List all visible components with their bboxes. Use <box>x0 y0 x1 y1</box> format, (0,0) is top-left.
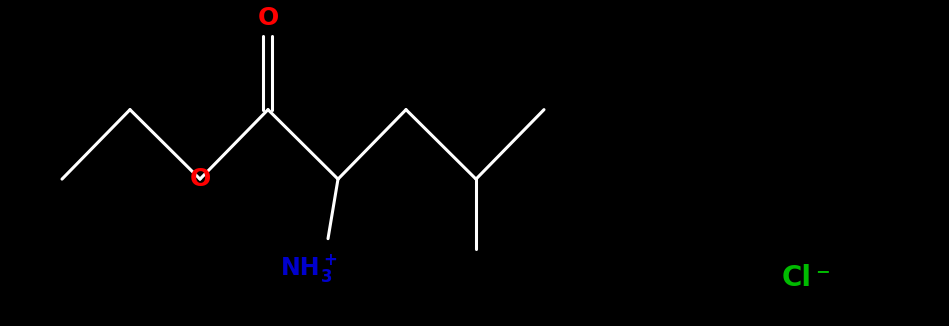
Text: Cl: Cl <box>782 264 812 292</box>
Text: O: O <box>257 6 279 30</box>
Text: $\mathregular{_3^+}$: $\mathregular{_3^+}$ <box>320 252 338 284</box>
Text: $\mathregular{^-}$: $\mathregular{^-}$ <box>812 266 830 290</box>
Text: O: O <box>190 167 211 191</box>
Text: NH: NH <box>281 257 320 280</box>
